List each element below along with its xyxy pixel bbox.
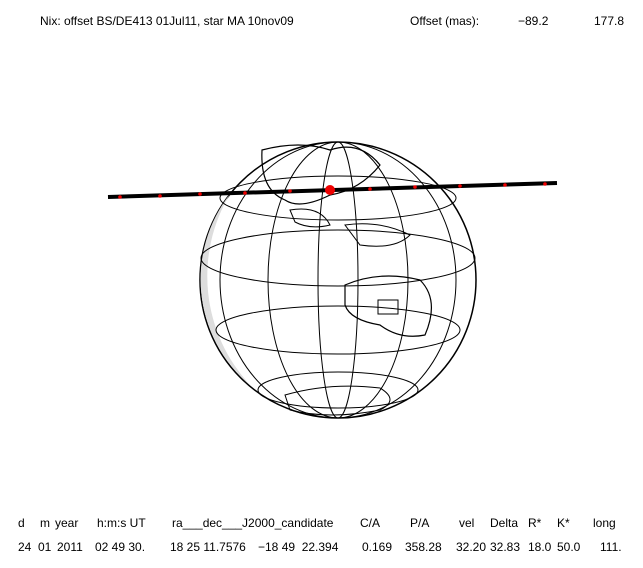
column-header: P/A bbox=[410, 516, 429, 530]
globe bbox=[199, 141, 477, 419]
table-cell: −18 49 22.394 bbox=[258, 540, 339, 554]
table-cell: 02 49 30. bbox=[95, 540, 145, 554]
table-cell: 111. bbox=[600, 540, 622, 554]
shadow-track bbox=[107, 181, 558, 199]
map-title: Nix: offset BS/DE413 01Jul11, star MA 10… bbox=[40, 14, 294, 28]
column-header: ra___dec___J2000_candidate bbox=[172, 516, 334, 530]
column-header: h:m:s UT bbox=[97, 516, 146, 530]
table-cell: 18 25 11.7576 bbox=[170, 540, 246, 554]
table-cell: 32.20 bbox=[456, 540, 486, 554]
column-header: C/A bbox=[360, 516, 380, 530]
column-header: d bbox=[18, 516, 25, 530]
event-table: d m year h:m:s UT ra___dec___J2000_candidate… bbox=[18, 516, 622, 554]
table-cell: 0.169 bbox=[362, 540, 392, 554]
column-header: m bbox=[40, 516, 50, 530]
table-cell: 24 bbox=[18, 540, 32, 554]
table-cell: 32.83 bbox=[490, 540, 520, 554]
table-cell: 50.0 bbox=[557, 540, 581, 554]
column-header: Delta bbox=[490, 516, 518, 530]
offset-label: Offset (mas): bbox=[410, 14, 479, 28]
offset-value: −89.2 bbox=[518, 14, 549, 28]
table-cell: 358.28 bbox=[405, 540, 442, 554]
column-header: vel bbox=[459, 516, 474, 530]
column-header: year bbox=[55, 516, 78, 530]
table-cell: 18.0 bbox=[528, 540, 552, 554]
table-cell: 01 bbox=[38, 540, 52, 554]
column-header: K* bbox=[557, 516, 570, 530]
column-header: R* bbox=[528, 516, 542, 530]
table-cell: 2011 bbox=[57, 540, 83, 554]
offset-value: 177.8 bbox=[594, 14, 624, 28]
column-header: long bbox=[593, 516, 616, 530]
